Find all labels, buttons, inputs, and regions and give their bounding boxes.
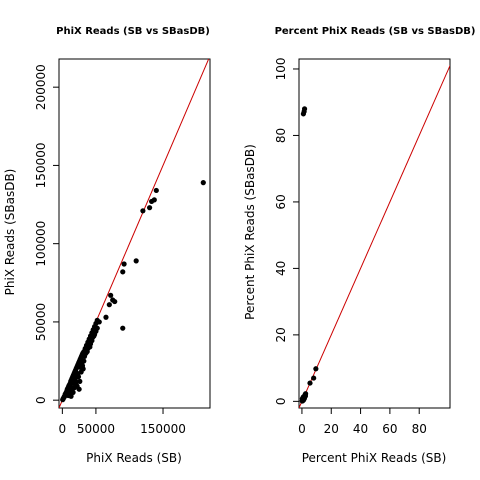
data-point	[147, 205, 153, 211]
data-point	[103, 314, 109, 320]
data-point	[89, 338, 95, 344]
plot-frame	[298, 58, 451, 409]
data-point	[81, 353, 88, 359]
y-tick-label: 200000	[34, 64, 48, 110]
data-point	[140, 208, 146, 214]
data-point	[106, 302, 112, 308]
panel-percent-phix-reads: Percent PhiX Reads (SB vs SBasDB) 0 20 40 6…	[243, 26, 475, 465]
x-tick-label: 80	[412, 422, 427, 436]
x-tick-label: 0	[59, 422, 67, 436]
y-tick-label: 0	[274, 398, 288, 406]
y-tick-label: 0	[34, 396, 48, 404]
data-point	[108, 292, 114, 298]
data-point	[68, 393, 74, 399]
data-point	[91, 333, 97, 339]
y-tick-label: 150000	[34, 143, 48, 189]
chart-title: Percent PhiX Reads (SB vs SBasDB)	[275, 26, 476, 37]
data-point	[80, 366, 86, 372]
data-point	[69, 385, 76, 391]
y-tick-label: 40	[274, 261, 288, 276]
tick-layer: 0 20 40 60 80 0 20 40 60 80 100	[274, 58, 427, 436]
x-tick-label: 20	[324, 422, 339, 436]
y-tick-label: 60	[274, 194, 288, 209]
data-point	[87, 344, 93, 350]
data-point	[313, 366, 319, 372]
data-point	[112, 298, 118, 305]
data-point	[66, 388, 72, 394]
data-point	[76, 386, 82, 392]
x-tick-label: 50000	[77, 422, 115, 436]
data-point	[120, 269, 126, 275]
x-tick-label: 60	[382, 422, 397, 436]
data-point	[93, 328, 99, 334]
y-axis-label: PhiX Reads (SBasDB)	[3, 169, 17, 296]
data-point	[71, 380, 77, 386]
data-point	[153, 187, 159, 194]
tick-layer: 0 50000 150000 0 50000 100000 150000 200000	[34, 64, 186, 436]
data-point	[151, 197, 157, 203]
x-tick-label: 0	[298, 422, 306, 436]
data-point	[200, 180, 206, 186]
y-tick-label: 20	[274, 327, 288, 342]
plot-frame	[58, 58, 211, 409]
panel-phix-reads: PhiX Reads (SB vs SBasDB) 0 50000 15000005…	[3, 26, 211, 465]
x-tick-label: 40	[353, 422, 368, 436]
data-point	[133, 258, 139, 264]
chart-title: PhiX Reads (SB vs SBasDB)	[56, 26, 210, 37]
y-tick-label: 100000	[34, 221, 48, 267]
data-point	[79, 360, 85, 366]
data-point	[311, 375, 317, 381]
y-tick-label: 50000	[34, 303, 48, 341]
data-point	[96, 319, 102, 325]
y-tick-label: 80	[274, 128, 288, 143]
data-point	[77, 378, 83, 384]
y-axis-label: Percent PhiX Reads (SBasDB)	[243, 144, 257, 320]
x-tick-label: 150000	[140, 422, 186, 436]
x-axis-label: PhiX Reads (SB)	[86, 451, 182, 465]
reference-line	[299, 65, 450, 408]
data-point	[301, 106, 308, 112]
data-point	[307, 380, 313, 386]
data-point	[121, 261, 127, 267]
data-point	[73, 374, 80, 380]
x-axis-label: Percent PhiX Reads (SB)	[302, 451, 447, 465]
data-point	[84, 349, 90, 355]
data-point	[120, 325, 126, 331]
data-point	[300, 394, 306, 400]
y-tick-label: 100	[274, 58, 288, 81]
data-point	[70, 389, 76, 395]
mark-layer	[299, 65, 450, 408]
mark-layer	[59, 59, 210, 408]
